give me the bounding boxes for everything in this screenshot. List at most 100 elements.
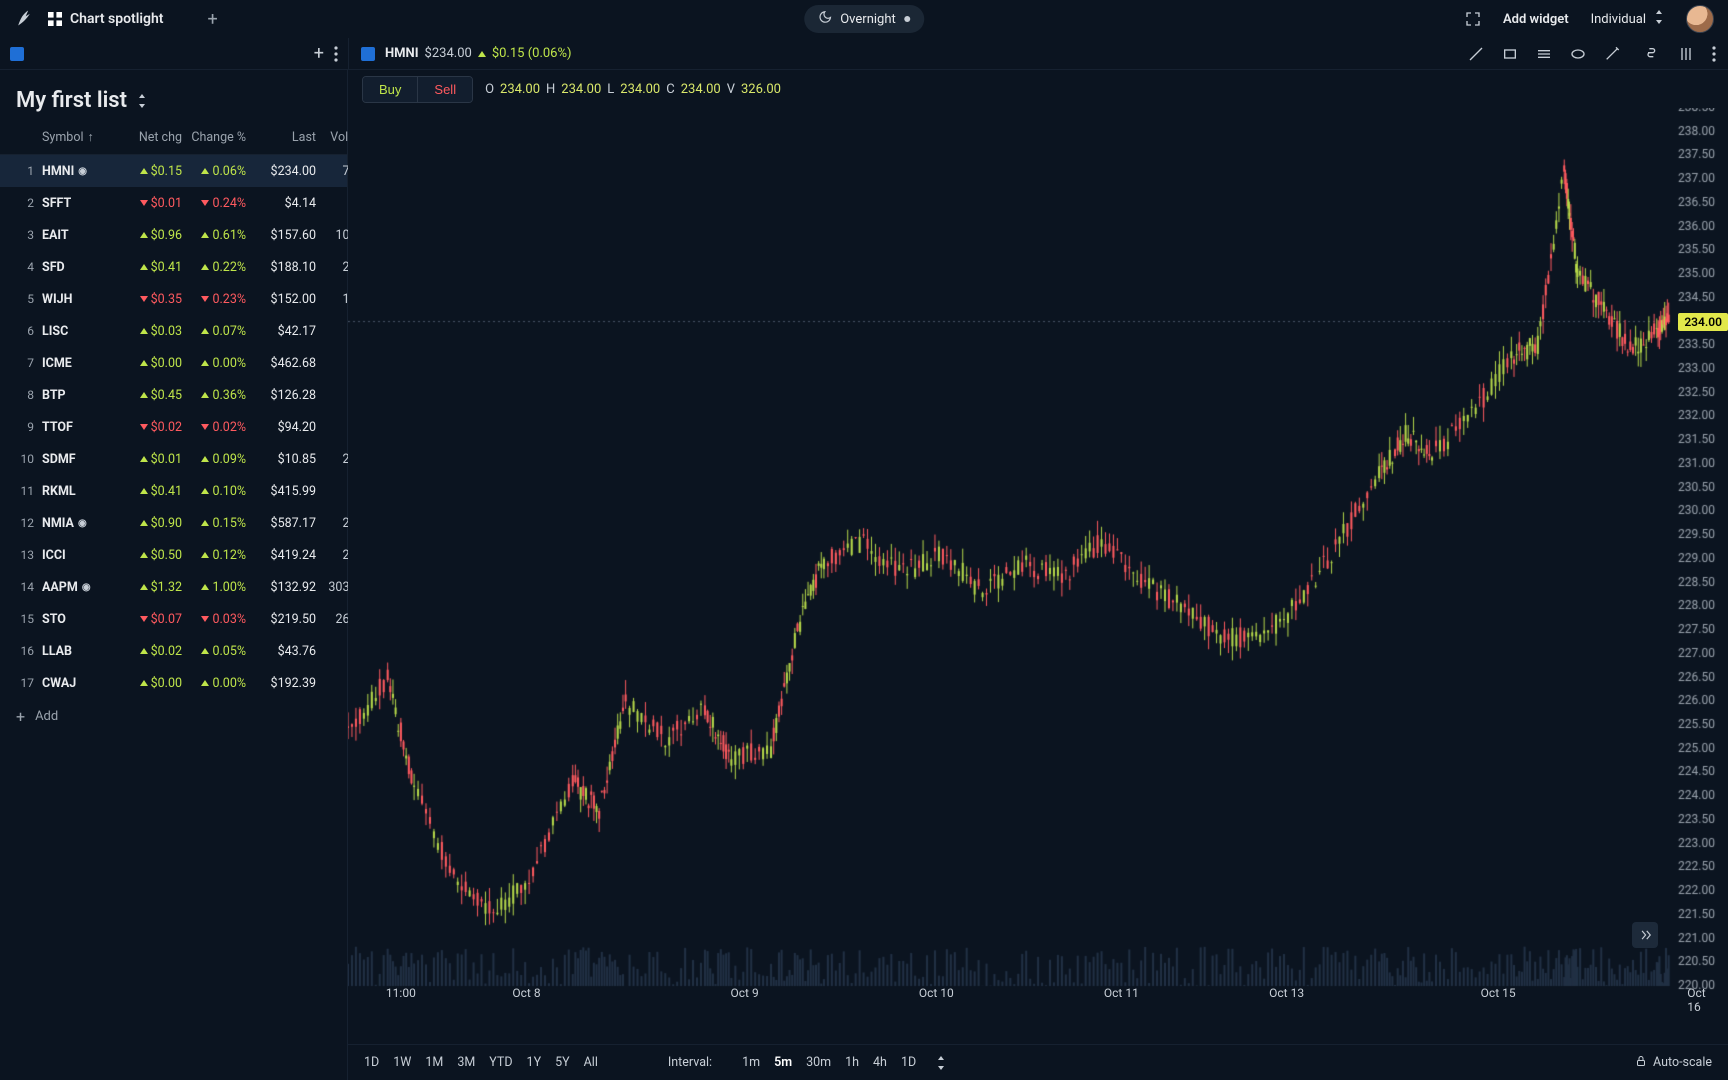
chart-more-icon[interactable] <box>1712 46 1716 62</box>
row-netchg: $0.02 <box>120 420 182 435</box>
range-5Y[interactable]: 5Y <box>555 1055 570 1070</box>
range-1Y[interactable]: 1Y <box>527 1055 542 1070</box>
interval-4h[interactable]: 4h <box>873 1055 887 1070</box>
range-1M[interactable]: 1M <box>425 1055 443 1070</box>
current-price-flag: 234.00 <box>1678 313 1728 331</box>
range-All[interactable]: All <box>584 1055 598 1070</box>
chart-settings-icon[interactable] <box>1678 46 1694 62</box>
row-symbol: SFFT <box>42 196 120 211</box>
symbol-header[interactable]: HMNI $234.00 $0.15 (0.06%) <box>385 46 572 61</box>
time-axis-tick: Oct 15 <box>1481 986 1516 1000</box>
new-tab-button[interactable]: + <box>208 9 218 30</box>
row-changepct: 0.24% <box>182 196 246 211</box>
price-chart-canvas[interactable] <box>348 108 1728 1044</box>
table-row[interactable]: 7ICME $0.00 0.00%$462.685 <box>0 347 347 379</box>
buy-button[interactable]: Buy <box>363 77 417 102</box>
range-3M[interactable]: 3M <box>457 1055 475 1070</box>
row-symbol: SFD <box>42 260 120 275</box>
range-1W[interactable]: 1W <box>393 1055 411 1070</box>
autoscale-toggle[interactable]: Auto-scale <box>1635 1055 1712 1071</box>
col-last[interactable]: Last <box>246 130 316 145</box>
user-avatar[interactable] <box>1686 5 1714 33</box>
table-row[interactable]: 12NMIA◉ $0.90 0.15%$587.172,50 <box>0 507 347 539</box>
table-row[interactable]: 6LISC $0.03 0.07%$42.1710 <box>0 315 347 347</box>
row-symbol: LLAB <box>42 644 120 659</box>
draw-tools-more-icon[interactable] <box>1604 46 1620 62</box>
interval-1D[interactable]: 1D <box>901 1055 916 1070</box>
table-row[interactable]: 10SDMF $0.01 0.09%$10.852,55 <box>0 443 347 475</box>
interval-30m[interactable]: 30m <box>806 1055 831 1070</box>
row-netchg: $0.35 <box>120 292 182 307</box>
watchlist-panel: My first list Symbol↑ Net chg Change % L… <box>0 70 348 1080</box>
row-netchg: $1.32 <box>120 580 182 595</box>
time-axis-tick: Oct 11 <box>1104 986 1139 1000</box>
interval-1m[interactable]: 1m <box>742 1055 760 1070</box>
row-index: 8 <box>12 388 42 402</box>
row-last: $94.20 <box>246 420 316 435</box>
scroll-to-latest-button[interactable] <box>1632 922 1658 948</box>
account-selector[interactable]: Individual <box>1591 10 1664 28</box>
table-row[interactable]: 16LLAB $0.02 0.05%$43.7624 <box>0 635 347 667</box>
row-last: $152.00 <box>246 292 316 307</box>
watchlist-color-swatch-icon <box>10 47 24 61</box>
row-last: $10.85 <box>246 452 316 467</box>
range-YTD[interactable]: YTD <box>489 1055 512 1070</box>
add-widget-button[interactable]: Add widget <box>1503 12 1569 27</box>
interval-5m[interactable]: 5m <box>774 1055 792 1070</box>
add-symbol-button[interactable]: + Add <box>0 699 347 734</box>
row-last: $234.00 <box>246 164 316 179</box>
interval-select-icon[interactable] <box>936 1056 946 1070</box>
row-changepct: 0.00% <box>182 356 246 371</box>
table-row[interactable]: 15STO $0.07 0.03%$219.5026,47 <box>0 603 347 635</box>
annotate-text-icon[interactable] <box>1570 46 1586 62</box>
draw-trendline-icon[interactable] <box>1468 46 1484 62</box>
chart-panel: Buy Sell O234.00 H234.00 L234.00 C234.00… <box>348 70 1728 1080</box>
row-last: $42.17 <box>246 324 316 339</box>
table-row[interactable]: 1HMNI◉ $0.15 0.06%$234.007,92 <box>0 155 347 187</box>
row-netchg: $0.45 <box>120 388 182 403</box>
col-symbol[interactable]: Symbol↑ <box>42 130 120 145</box>
row-index: 15 <box>12 612 42 626</box>
row-changepct: 0.09% <box>182 452 246 467</box>
table-row[interactable]: 9TTOF $0.02 0.02%$94.2042 <box>0 411 347 443</box>
session-mode-pill[interactable]: Overnight <box>804 5 924 33</box>
indicators-function-icon[interactable] <box>1644 46 1660 62</box>
table-row[interactable]: 8BTP $0.45 0.36%$126.2814 <box>0 379 347 411</box>
interval-1h[interactable]: 1h <box>845 1055 859 1070</box>
watchlist-more-icon[interactable] <box>334 46 338 62</box>
row-symbol: TTOF <box>42 420 120 435</box>
col-changepct[interactable]: Change % <box>182 130 246 145</box>
fullscreen-icon[interactable] <box>1465 11 1481 27</box>
sell-button[interactable]: Sell <box>417 77 472 102</box>
app-logo-icon[interactable] <box>14 8 36 30</box>
time-axis-tick: Oct 9 <box>731 986 759 1000</box>
add-watchlist-button[interactable]: + <box>314 43 324 64</box>
table-row[interactable]: 11RKML $0.41 0.10%$415.99 <box>0 475 347 507</box>
verified-badge-icon: ◉ <box>78 518 87 529</box>
lock-icon <box>1635 1055 1647 1071</box>
chart-spotlight-tab[interactable]: Chart spotlight <box>48 11 164 27</box>
row-symbol: STO <box>42 612 120 627</box>
table-row[interactable]: 17CWAJ $0.00 0.00%$192.39 <box>0 667 347 699</box>
session-mode-label: Overnight <box>840 12 896 27</box>
range-1D[interactable]: 1D <box>364 1055 379 1070</box>
row-last: $157.60 <box>246 228 316 243</box>
table-row[interactable]: 2SFFT $0.01 0.24%$4.14 <box>0 187 347 219</box>
row-symbol: WIJH <box>42 292 120 307</box>
row-netchg: $0.02 <box>120 644 182 659</box>
table-row[interactable]: 13ICCI $0.50 0.12%$419.242,12 <box>0 539 347 571</box>
time-axis-tick: Oct 16 <box>1687 986 1705 1014</box>
table-row[interactable]: 4SFD $0.41 0.22%$188.102,97 <box>0 251 347 283</box>
table-row[interactable]: 5WIJH $0.35 0.23%$152.001,38 <box>0 283 347 315</box>
col-netchg[interactable]: Net chg <box>120 130 182 145</box>
draw-horizontal-lines-icon[interactable] <box>1536 46 1552 62</box>
row-changepct: 1.00% <box>182 580 246 595</box>
row-changepct: 0.12% <box>182 548 246 563</box>
row-symbol: ICME <box>42 356 120 371</box>
sort-asc-icon: ↑ <box>88 130 94 145</box>
table-row[interactable]: 3EAIT $0.96 0.61%$157.6010,12 <box>0 219 347 251</box>
watchlist-title-select-icon[interactable] <box>137 94 147 108</box>
table-row[interactable]: 14AAPM◉ $1.32 1.00%$132.92303,17 <box>0 571 347 603</box>
draw-rectangle-icon[interactable] <box>1502 46 1518 62</box>
watchlist-panel-header: + <box>0 38 348 70</box>
